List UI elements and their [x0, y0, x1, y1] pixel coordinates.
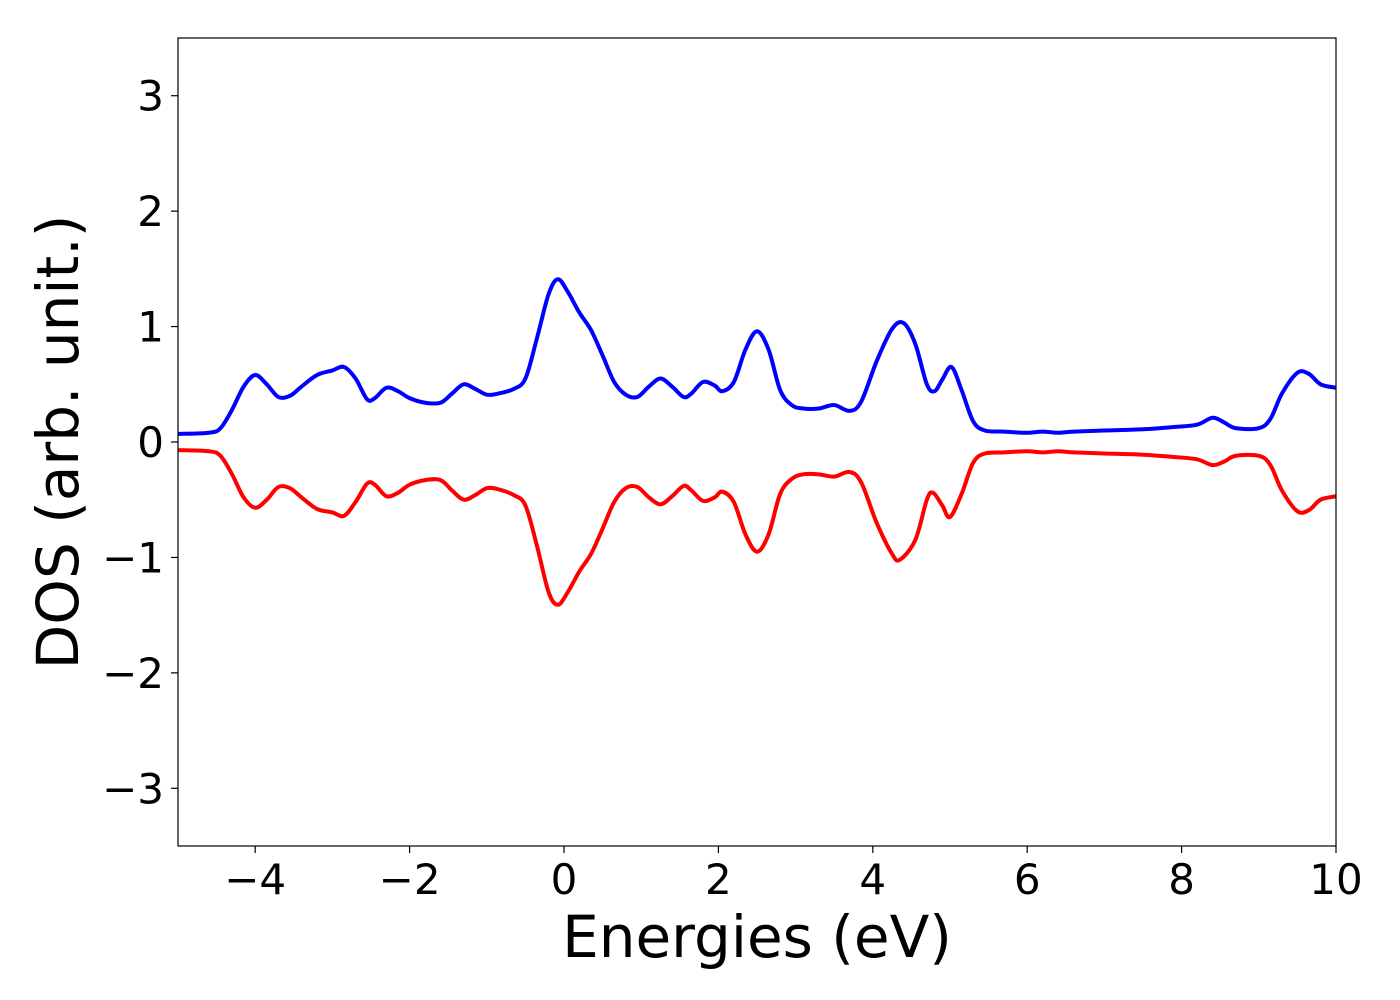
- x-tick-label: 8: [1168, 855, 1195, 904]
- series-line-spin-up: [178, 277, 1336, 436]
- x-tick-label: 4: [859, 855, 886, 904]
- y-tick-label: 0: [137, 418, 164, 467]
- x-axis: −4 −2 0 2 4 6 8 10: [224, 846, 1363, 904]
- x-tick-label: 10: [1309, 855, 1362, 904]
- x-tick-label: 6: [1014, 855, 1041, 904]
- y-tick-label: −3: [102, 764, 164, 813]
- x-tick-label: −4: [224, 855, 286, 904]
- x-tick-label: 0: [551, 855, 578, 904]
- x-tick-label: 2: [705, 855, 732, 904]
- y-tick-label: 1: [137, 303, 164, 352]
- y-axis: 3 2 1 0 −1 −2 −3: [102, 72, 178, 813]
- y-tick-label: 2: [137, 187, 164, 236]
- series-layer: [178, 277, 1336, 607]
- x-axis-label: Energies (eV): [562, 903, 952, 971]
- y-tick-label: −1: [102, 533, 164, 582]
- y-tick-label: −2: [102, 649, 164, 698]
- x-tick-label: −2: [379, 855, 441, 904]
- y-axis-label: DOS (arb. unit.): [24, 215, 92, 670]
- series-line-spin-down: [178, 448, 1336, 607]
- y-tick-label: 3: [137, 72, 164, 121]
